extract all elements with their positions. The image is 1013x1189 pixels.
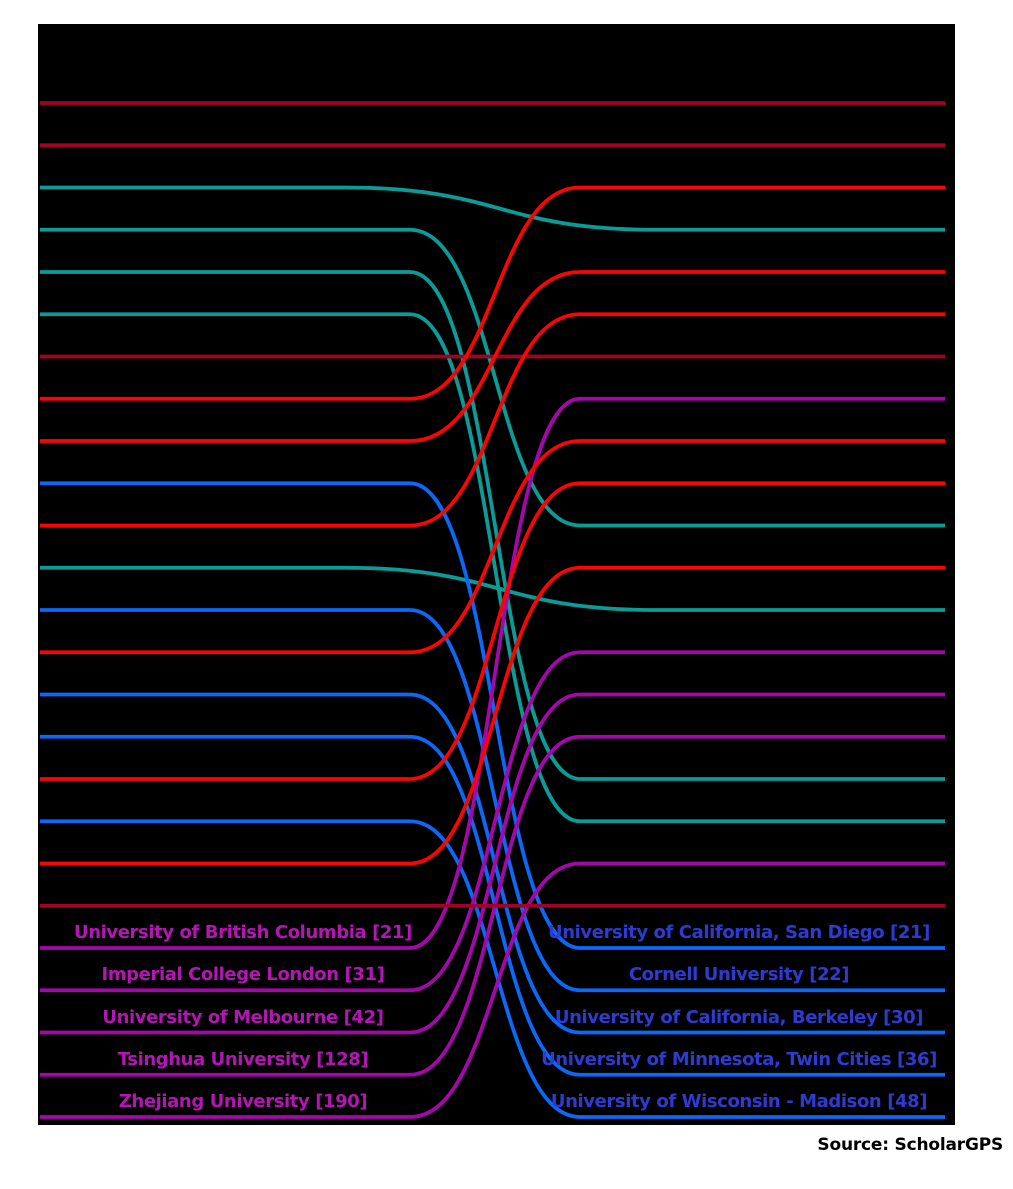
flow-line-L5-R17	[40, 270, 945, 781]
left-rank-label-row25: Zhejiang University [190]	[118, 1091, 368, 1112]
right-rank-label-row24: University of Minnesota, Twin Cities [36…	[541, 1048, 937, 1070]
flow-line-L21-R8	[40, 396, 945, 950]
left-rank-label-row24: Tsinghua University [128]	[117, 1048, 369, 1070]
flow-line-L19-R12	[40, 565, 945, 866]
flow-line-L17-R10	[40, 481, 945, 781]
flow-line-L25-R19	[40, 861, 945, 1119]
flow-line-L13-R22	[40, 608, 945, 993]
right-rank-label-row25: University of Wisconsin - Madison [48]	[550, 1091, 928, 1112]
flow-line-L18-R25	[40, 819, 945, 1119]
flow-line-L12-R13	[40, 565, 945, 612]
right-rank-label-row21: University of California, San Diego [21]	[548, 922, 930, 943]
source-note: Source: ScholarGPS	[817, 1135, 1003, 1155]
flow-line-L14-R9	[40, 439, 945, 655]
flow-line-L22-R14	[40, 650, 945, 993]
flow-line-L4-R11	[40, 227, 945, 528]
right-rank-label-row22: Cornell University [22]	[628, 964, 850, 986]
flow-lines-group	[40, 101, 945, 1119]
left-rank-label-row22: Imperial College London [31]	[101, 964, 385, 986]
flow-line-L23-R15	[40, 692, 945, 1035]
flow-line-L6-R18	[40, 312, 945, 824]
right-rank-label-row23: University of California, Berkeley [30]	[554, 1006, 924, 1028]
flow-line-L11-R6	[40, 312, 945, 528]
flow-line-L8-R3	[40, 185, 945, 401]
left-rank-label-row23: University of Melbourne [42]	[102, 1006, 384, 1028]
left-rank-label-row21: University of British Columbia [21]	[74, 922, 412, 943]
flow-line-L3-R4	[40, 185, 945, 232]
flow-line-L9-R5	[40, 270, 945, 443]
